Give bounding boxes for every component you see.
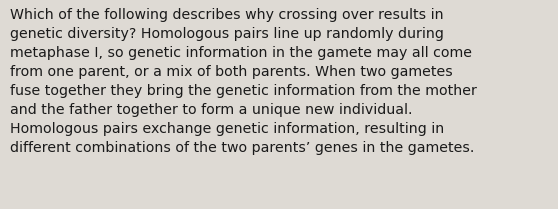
Text: Which of the following describes why crossing over results in
genetic diversity?: Which of the following describes why cro… <box>10 8 477 155</box>
